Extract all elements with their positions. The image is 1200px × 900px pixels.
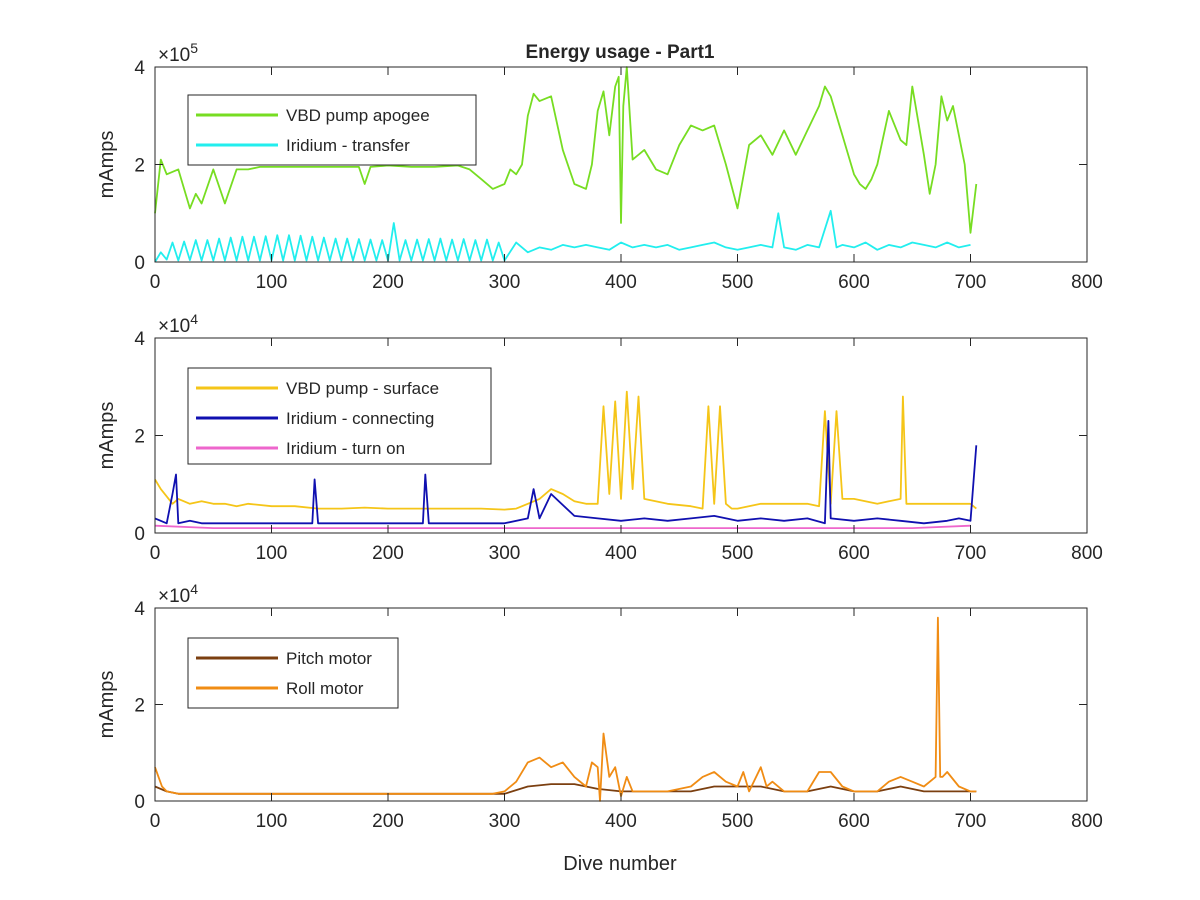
x-tick-label: 100 — [256, 811, 288, 832]
y-tick-label: 0 — [134, 524, 145, 545]
x-tick-label: 0 — [150, 811, 161, 832]
series-line-iridium-connecting — [154, 420, 978, 525]
x-tick-label: 0 — [150, 272, 161, 293]
y-tick-label: 0 — [134, 792, 145, 813]
legend-entry-label: Iridium - connecting — [286, 409, 434, 428]
x-tick-label: 100 — [256, 543, 288, 564]
x-tick-label: 500 — [722, 543, 754, 564]
series-line-vbd-pump-apogee — [154, 66, 978, 234]
axes-layer: 0 100 200 300 400 500 600 700 800024×105mAmpsVBD… — [96, 40, 1103, 832]
y-axis-label: mAmps — [96, 131, 118, 199]
x-tick-label: 300 — [489, 543, 521, 564]
legend-entry-label: Iridium - turn on — [286, 439, 405, 458]
x-tick-label: 800 — [1071, 811, 1103, 832]
x-tick-label: 200 — [372, 543, 404, 564]
legend-box — [187, 637, 399, 709]
x-tick-label: 700 — [955, 811, 987, 832]
x-tick-label: 600 — [838, 811, 870, 832]
y-exponent-power: 4 — [190, 311, 198, 327]
legend: VBD pump - surface Iridium - connecting Ir… — [187, 367, 492, 465]
x-tick-label: 300 — [489, 811, 521, 832]
y-exponent-power: 4 — [190, 581, 198, 597]
y-axis-label: mAmps — [96, 402, 118, 470]
x-tick-label: 0 — [150, 543, 161, 564]
x-tick-label: 500 — [722, 811, 754, 832]
figure-title: Energy usage - Part1 — [525, 42, 714, 63]
x-tick-label: 800 — [1071, 272, 1103, 293]
x-tick-label: 400 — [605, 272, 637, 293]
x-axis-label: Dive number — [563, 853, 677, 875]
x-tick-label: 200 — [372, 272, 404, 293]
x-tick-label: 500 — [722, 272, 754, 293]
y-tick-label: 2 — [134, 696, 145, 717]
series-line-vbd-pump-surface — [154, 390, 977, 511]
x-tick-label: 100 — [256, 272, 288, 293]
legend-entry-label: Pitch motor — [286, 649, 372, 668]
legend: Pitch motor Roll motor — [187, 637, 399, 709]
legend-entry-label: VBD pump apogee — [286, 106, 430, 125]
y-tick-label: 4 — [134, 58, 145, 79]
y-tick-label: 4 — [134, 599, 145, 620]
series-line-iridium-transfer — [154, 209, 971, 263]
legend: VBD pump apogee Iridium - transfer — [187, 94, 477, 166]
x-tick-label: 800 — [1071, 543, 1103, 564]
y-tick-label: 2 — [134, 427, 145, 448]
axes-panel-3: 0 100 200 300 400 500 600 700 800024×104mAmpsPit… — [96, 581, 1103, 832]
x-tick-label: 300 — [489, 272, 521, 293]
axes-panel-1: 0 100 200 300 400 500 600 700 800024×105mAmpsVBD… — [96, 40, 1103, 293]
axes-panel-2: 0 100 200 300 400 500 600 700 800024×104mAmpsVBD… — [96, 311, 1103, 564]
y-tick-label: 4 — [134, 329, 145, 350]
x-tick-label: 700 — [955, 272, 987, 293]
y-axis-label: mAmps — [96, 671, 118, 739]
y-tick-label: 0 — [134, 253, 145, 274]
x-tick-label: 200 — [372, 811, 404, 832]
x-tick-label: 700 — [955, 543, 987, 564]
series-group — [154, 66, 978, 263]
x-tick-label: 600 — [838, 272, 870, 293]
legend-entry-label: Iridium - transfer — [286, 136, 410, 155]
series-group — [154, 390, 978, 529]
legend-box — [187, 94, 477, 166]
y-tick-label: 2 — [134, 156, 145, 177]
series-line-iridium-turn-on — [154, 524, 971, 529]
x-tick-label: 400 — [605, 811, 637, 832]
legend-entry-label: VBD pump - surface — [286, 379, 439, 398]
x-tick-label: 400 — [605, 543, 637, 564]
y-exponent-power: 5 — [190, 40, 198, 56]
legend-entry-label: Roll motor — [286, 679, 364, 698]
x-tick-label: 600 — [838, 543, 870, 564]
